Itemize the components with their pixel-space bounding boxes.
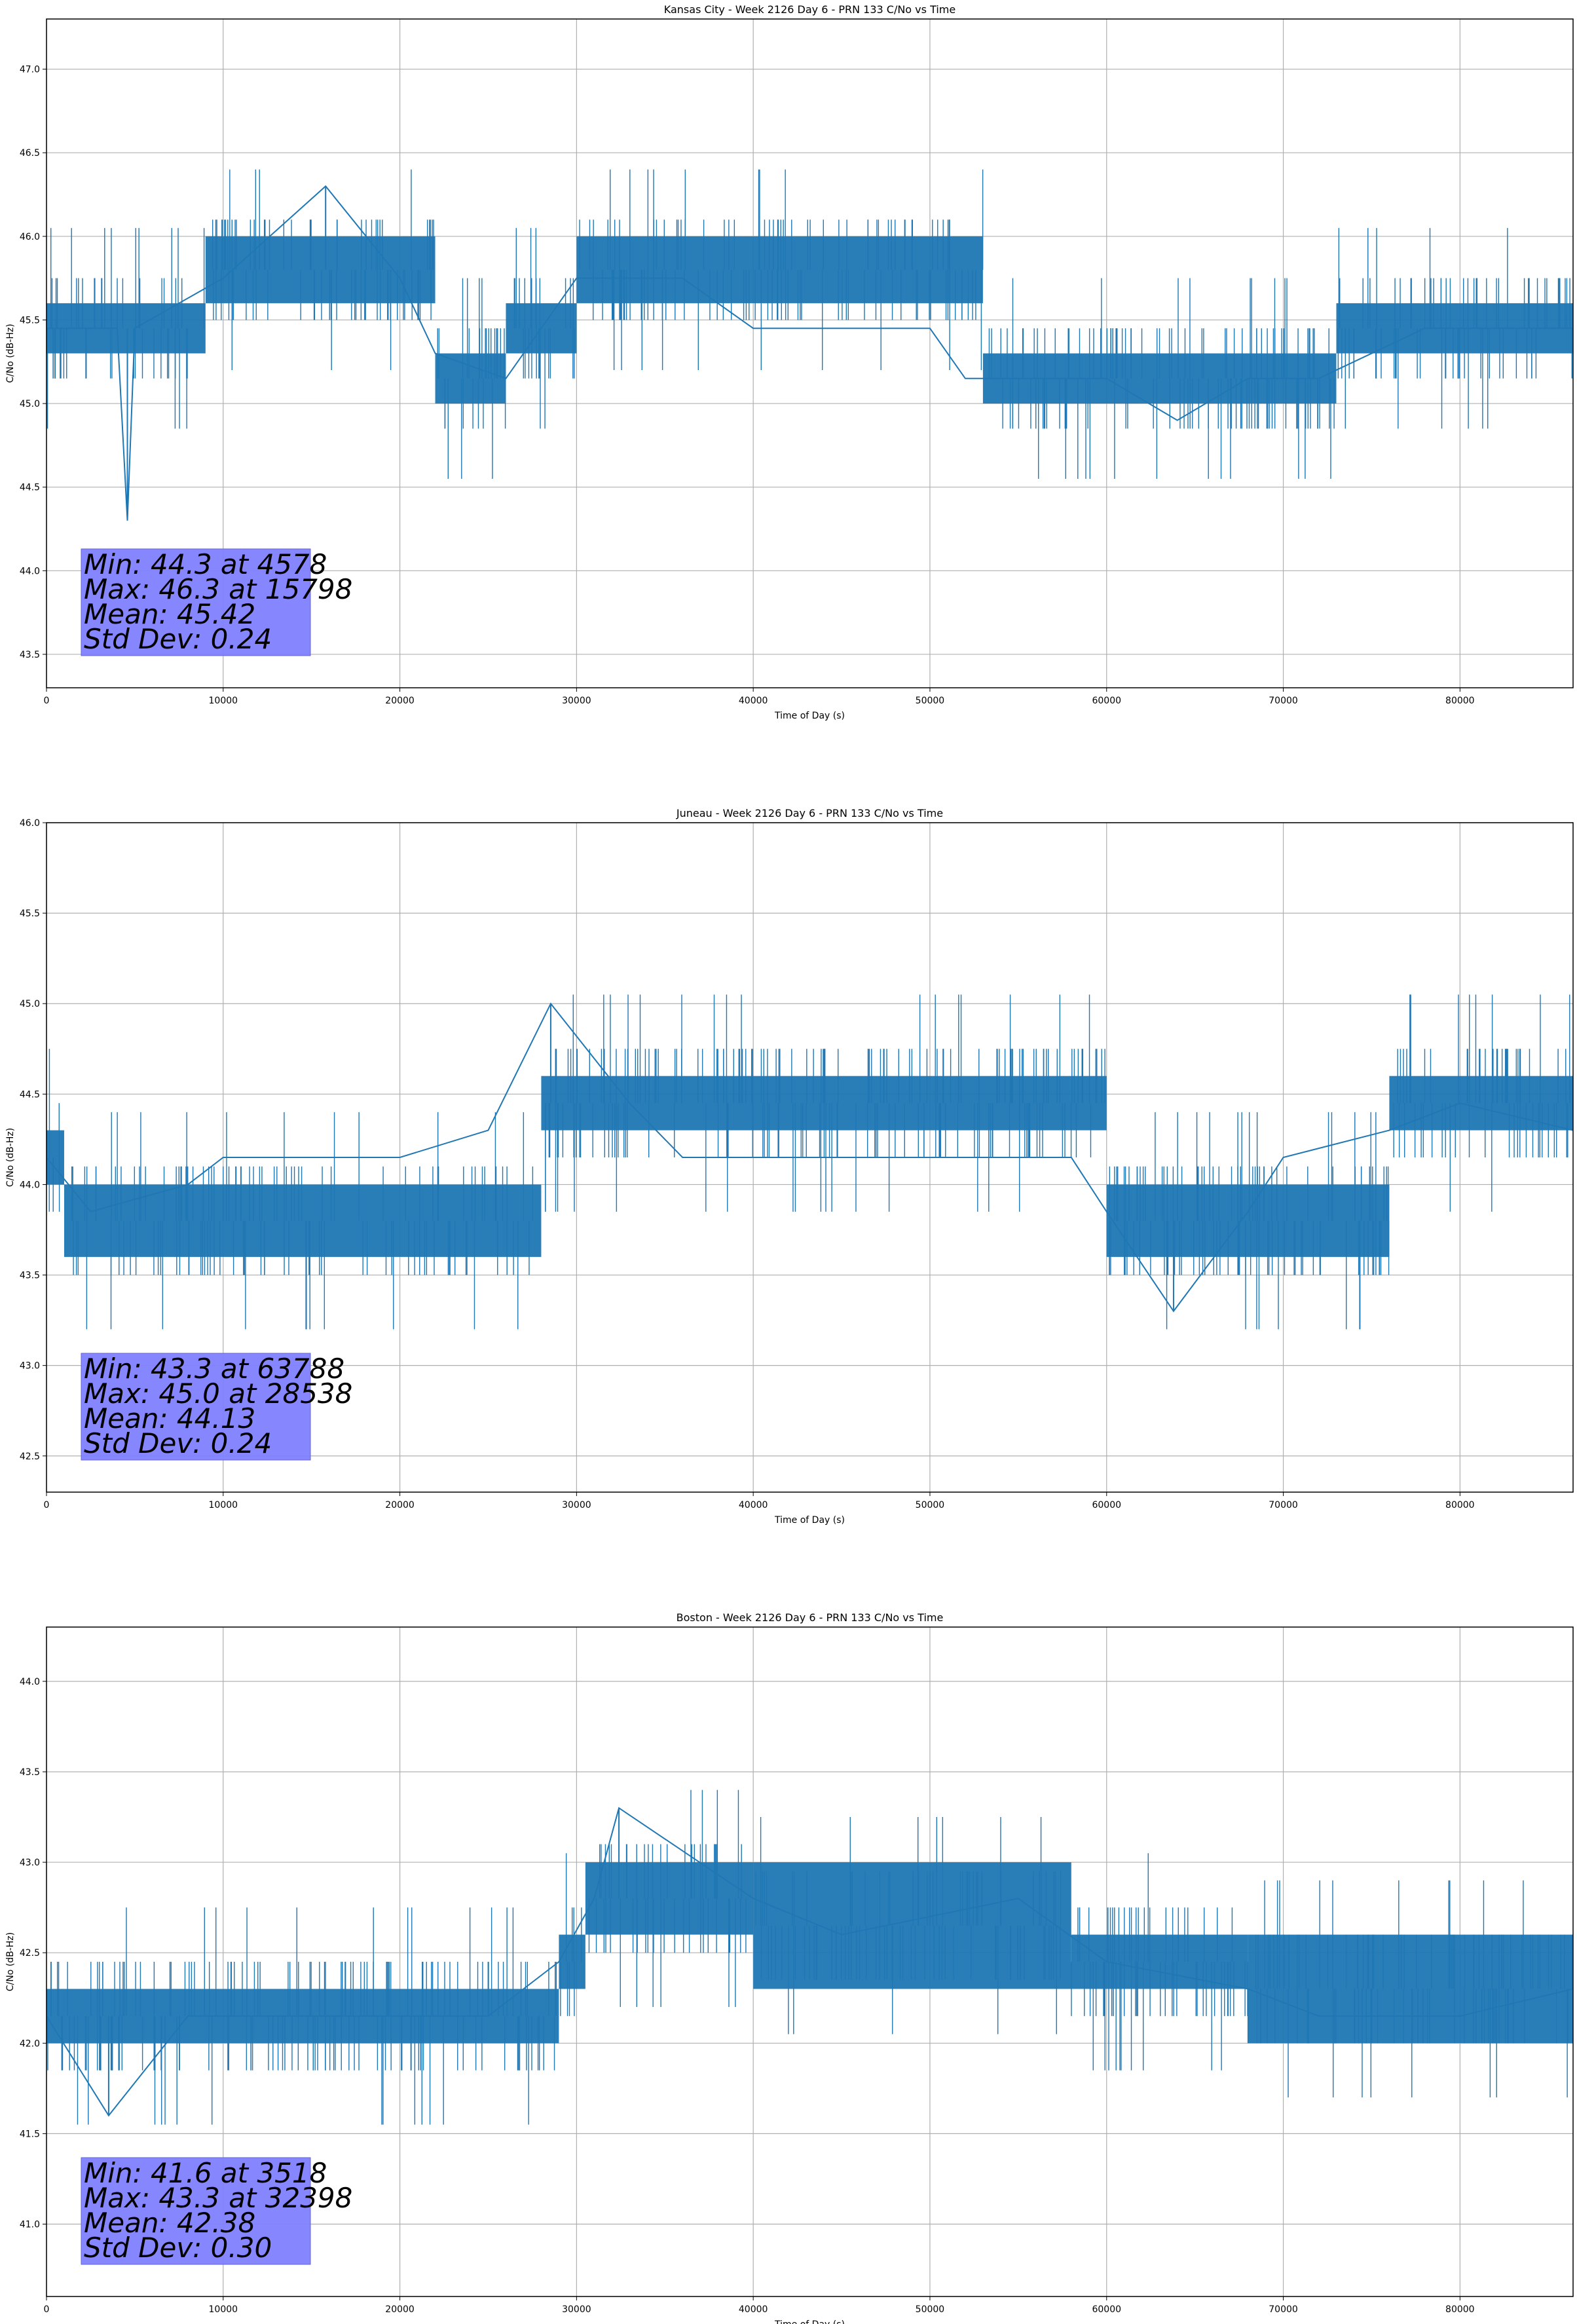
y-tick-label: 44.0 bbox=[20, 1180, 40, 1190]
x-tick-label: 10000 bbox=[209, 696, 238, 706]
x-tick-label: 70000 bbox=[1269, 696, 1298, 706]
data-layer bbox=[46, 169, 1573, 521]
series-line bbox=[46, 1002, 1573, 1313]
y-tick-label: 42.5 bbox=[20, 1948, 40, 1959]
x-tick-label: 20000 bbox=[385, 1500, 415, 1510]
stats-mean: Mean: 44.13 bbox=[84, 1402, 255, 1434]
x-tick-label: 80000 bbox=[1445, 2304, 1475, 2315]
y-tick-label: 42.5 bbox=[20, 1452, 40, 1462]
chart-2: 0 10000 20000 30000 40000 50000 60000 70000 8000… bbox=[5, 807, 1574, 1526]
stats-min: Min: 44.3 at 4578 bbox=[84, 548, 327, 580]
chart-1: 0 10000 20000 30000 40000 50000 60000 70000 8000… bbox=[5, 3, 1574, 721]
y-tick-label: 44.5 bbox=[20, 1089, 40, 1100]
x-tick-label: 80000 bbox=[1445, 1500, 1475, 1510]
chart-3: 0 10000 20000 30000 40000 50000 60000 70000 8000… bbox=[5, 1611, 1574, 2324]
x-tick-label: 40000 bbox=[739, 696, 768, 706]
stats-box bbox=[81, 1353, 311, 1461]
y-tick-label: 45.5 bbox=[20, 909, 40, 919]
x-tick-label: 0 bbox=[44, 1500, 50, 1510]
data-layer bbox=[46, 994, 1573, 1330]
data-band bbox=[1071, 1934, 1248, 1989]
axes-frame bbox=[46, 1626, 1574, 2297]
series-line bbox=[46, 1807, 1573, 2117]
y-tick-label: 45.0 bbox=[20, 999, 40, 1009]
y-axis-label: C/No (dB-Hz) bbox=[5, 1128, 16, 1187]
axes-frame bbox=[46, 18, 1574, 688]
x-tick-label: 10000 bbox=[209, 1500, 238, 1510]
data-band bbox=[205, 236, 436, 303]
y-tick-label: 44.5 bbox=[20, 483, 40, 493]
data-band bbox=[1389, 1076, 1573, 1131]
y-tick-label: 43.0 bbox=[20, 1858, 40, 1868]
x-tick-label: 40000 bbox=[739, 1500, 768, 1510]
stats-box bbox=[81, 2157, 311, 2265]
x-tick-label: 0 bbox=[44, 696, 50, 706]
x-tick-label: 20000 bbox=[385, 696, 415, 706]
y-tick-label: 46.0 bbox=[20, 818, 40, 829]
stats-std-dev: Std Dev: 0.24 bbox=[84, 623, 272, 655]
data-band bbox=[1248, 1934, 1573, 2044]
data-band bbox=[753, 1862, 1071, 1989]
stats-std-dev: Std Dev: 0.24 bbox=[84, 1427, 272, 1459]
x-tick-label: 40000 bbox=[739, 2304, 768, 2315]
stats-mean: Mean: 45.42 bbox=[84, 598, 255, 630]
x-tick-label: 50000 bbox=[916, 2304, 945, 2315]
x-tick-label: 50000 bbox=[916, 1500, 945, 1510]
x-tick-label: 60000 bbox=[1092, 696, 1121, 706]
stats-min: Min: 41.6 at 3518 bbox=[84, 2157, 327, 2189]
data-band bbox=[585, 1862, 754, 1935]
y-tick-label: 46.0 bbox=[20, 232, 40, 242]
data-band bbox=[435, 353, 506, 404]
x-tick-label: 30000 bbox=[562, 1500, 591, 1510]
data-band bbox=[576, 236, 983, 303]
y-tick-label: 47.0 bbox=[20, 65, 40, 75]
series-line bbox=[46, 185, 1573, 521]
stats-max: Max: 46.3 at 15798 bbox=[84, 573, 352, 605]
chart-title: Juneau - Week 2126 Day 6 - PRN 133 C/No … bbox=[676, 807, 943, 819]
y-tick-label: 41.5 bbox=[20, 2129, 40, 2139]
y-axis-label: C/No (dB-Hz) bbox=[5, 1932, 16, 1991]
x-tick-label: 70000 bbox=[1269, 1500, 1298, 1510]
x-tick-label: 0 bbox=[44, 2304, 50, 2315]
y-tick-label: 43.5 bbox=[20, 1271, 40, 1281]
stats-mean: Mean: 42.38 bbox=[84, 2207, 255, 2239]
chart-title: Boston - Week 2126 Day 6 - PRN 133 C/No … bbox=[677, 1611, 944, 1624]
y-tick-label: 43.5 bbox=[20, 650, 40, 660]
data-layer bbox=[46, 1790, 1573, 2125]
x-tick-label: 30000 bbox=[562, 696, 591, 706]
stats-min: Min: 43.3 at 63788 bbox=[84, 1353, 344, 1385]
stats-max: Max: 45.0 at 28538 bbox=[84, 1378, 352, 1410]
chart-title: Kansas City - Week 2126 Day 6 - PRN 133 … bbox=[664, 3, 955, 16]
x-tick-label: 60000 bbox=[1092, 2304, 1121, 2315]
stats-std-dev: Std Dev: 0.30 bbox=[84, 2232, 272, 2264]
stats-max: Max: 43.3 at 32398 bbox=[84, 2182, 352, 2214]
y-tick-label: 41.0 bbox=[20, 2220, 40, 2230]
y-tick-label: 42.0 bbox=[20, 2038, 40, 2049]
x-axis-label: Time of Day (s) bbox=[774, 1515, 845, 1526]
x-tick-label: 10000 bbox=[209, 2304, 238, 2315]
y-tick-label: 44.0 bbox=[20, 1677, 40, 1687]
y-axis-label: C/No (dB-Hz) bbox=[5, 324, 16, 383]
data-band bbox=[1106, 1184, 1390, 1257]
x-tick-label: 60000 bbox=[1092, 1500, 1121, 1510]
x-tick-label: 70000 bbox=[1269, 2304, 1298, 2315]
x-tick-label: 20000 bbox=[385, 2304, 415, 2315]
y-tick-label: 44.0 bbox=[20, 566, 40, 576]
y-tick-label: 45.0 bbox=[20, 399, 40, 409]
y-tick-label: 45.5 bbox=[20, 315, 40, 326]
x-axis-label: Time of Day (s) bbox=[774, 2319, 845, 2324]
y-tick-label: 43.0 bbox=[20, 1361, 40, 1372]
stats-box bbox=[81, 548, 311, 656]
x-tick-label: 80000 bbox=[1445, 696, 1475, 706]
x-axis-label: Time of Day (s) bbox=[774, 711, 845, 721]
y-tick-label: 43.5 bbox=[20, 1767, 40, 1778]
x-tick-label: 30000 bbox=[562, 2304, 591, 2315]
x-tick-label: 50000 bbox=[916, 696, 945, 706]
axes-frame bbox=[46, 822, 1574, 1493]
y-tick-label: 46.5 bbox=[20, 148, 40, 159]
